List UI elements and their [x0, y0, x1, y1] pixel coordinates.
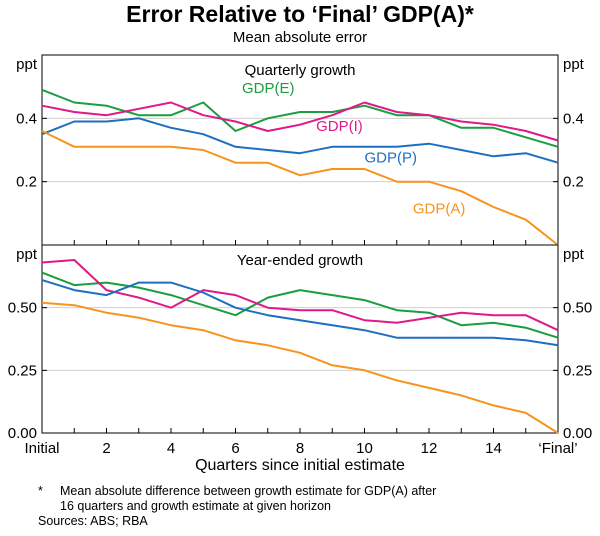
y-tick-label-right: 0.25	[563, 362, 592, 379]
footnote-line-1: Mean absolute difference between growth …	[60, 484, 437, 498]
chart-panels: 0.2 0.2 0.4 0.4 ppt ppt Quarterly growthGDP(E)…	[8, 54, 592, 457]
y-tick-label-right: 0.00	[563, 425, 592, 442]
unit-label-right: ppt	[563, 56, 585, 73]
footnote-text: Mean absolute difference between growth …	[60, 484, 436, 514]
y-tick-label-right: 0.2	[563, 174, 584, 191]
series-line-gdpa	[41, 301, 559, 434]
unit-label-left: ppt	[16, 246, 38, 263]
y-tick-label-left: 0.2	[16, 174, 37, 191]
series-label: GDP(E)	[242, 80, 295, 97]
y-tick-label-left: 0.25	[8, 362, 37, 379]
chart-notes: * Mean absolute difference between growt…	[38, 484, 578, 529]
x-axis-title: Quarters since initial estimate	[195, 457, 405, 474]
x-tick-label: 8	[296, 440, 304, 457]
unit-label-right: ppt	[563, 246, 585, 263]
x-tick-label: 6	[231, 440, 239, 457]
chart-title: Error Relative to ‘Final’ GDP(A)*	[126, 1, 474, 27]
series-line-gdpp	[41, 117, 559, 164]
series-label: GDP(A)	[413, 200, 466, 217]
series-label: GDP(P)	[365, 150, 418, 167]
y-tick-label-left: 0.50	[8, 300, 37, 317]
x-tick-label: 12	[421, 440, 438, 457]
y-tick-label-right: 0.4	[563, 110, 584, 127]
x-axis: Initial 2 4 6 8 10 12 14 ‘Final’	[24, 440, 577, 457]
footnote: * Mean absolute difference between growt…	[38, 484, 578, 514]
panel-frame	[41, 244, 559, 434]
x-tick-label: 4	[167, 440, 175, 457]
sources-note: Sources: ABS; RBA	[38, 514, 148, 528]
x-tick-label: 10	[356, 440, 373, 457]
series-label: GDP(I)	[316, 118, 363, 135]
x-tick-label: 2	[102, 440, 110, 457]
panel-title: Year-ended growth	[237, 252, 363, 269]
chart-subtitle: Mean absolute error	[233, 29, 367, 46]
x-tick-label: 14	[485, 440, 502, 457]
x-tick-label: Initial	[24, 440, 59, 457]
y-tick-label-left: 0.4	[16, 110, 37, 127]
panel-2: 0.00 0.00 0.25 0.25 0.50 0.50 ppt ppt Year-ended…	[8, 244, 592, 442]
panel-1: 0.2 0.2 0.4 0.4 ppt ppt Quarterly growthGDP(E)…	[16, 54, 585, 246]
series-line-gdpe	[41, 88, 559, 148]
panel-frame	[41, 54, 559, 246]
footnote-mark: *	[38, 484, 43, 498]
panel-title: Quarterly growth	[245, 62, 356, 79]
x-tick-label: ‘Final’	[538, 440, 577, 457]
series-line-gdpa	[41, 130, 559, 246]
footnote-line-2: 16 quarters and growth estimate at given…	[60, 499, 331, 513]
unit-label-left: ppt	[16, 56, 38, 73]
series-line-gdpi	[41, 101, 559, 142]
series-line-gdpp	[41, 279, 559, 347]
series-line-gdpi	[41, 259, 559, 332]
series-line-gdpe	[41, 271, 559, 339]
y-tick-label-left: 0.00	[8, 425, 37, 442]
y-tick-label-right: 0.50	[563, 300, 592, 317]
